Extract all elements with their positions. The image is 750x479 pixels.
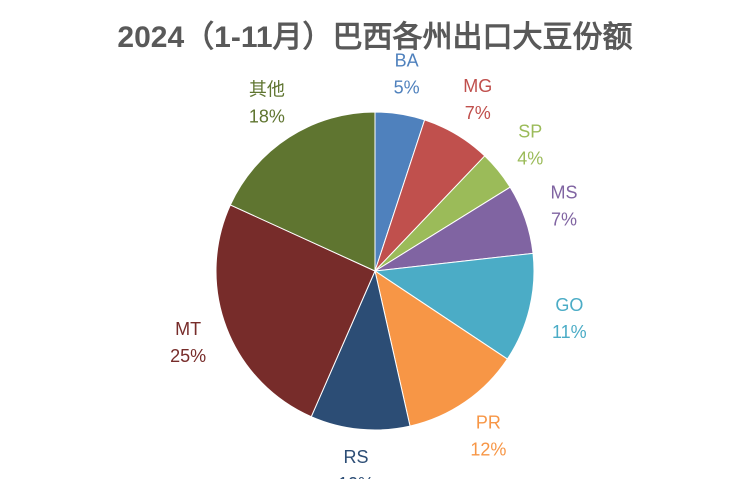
slice-value-label: 11% — [552, 322, 587, 342]
slice-category-label: SP — [518, 122, 542, 142]
pie-slice — [215, 204, 376, 418]
slice-category-label: 其他 — [249, 79, 285, 99]
slice-category-label: MG — [463, 76, 492, 96]
slice-value-label: 4% — [517, 149, 543, 169]
slice-value-label: 7% — [551, 209, 577, 229]
slice-value-label: 5% — [394, 77, 420, 97]
slice-category-label: BA — [395, 50, 419, 70]
chart-title: 2024（1-11月）巴西各州出口大豆份额 — [117, 20, 632, 54]
slice-category-label: PR — [476, 412, 501, 432]
pie-slice — [373, 252, 535, 360]
pie-slice — [310, 269, 411, 431]
slice-category-label: RS — [343, 447, 368, 467]
slice-value-label: 12% — [470, 439, 506, 459]
slice-category-label: MS — [551, 182, 578, 202]
slice-value-label: 25% — [170, 346, 206, 366]
slice-value-label: 7% — [465, 103, 491, 123]
slice-category-label: MT — [175, 319, 201, 339]
pie-slice — [374, 269, 509, 427]
slice-value-label: 10% — [338, 474, 374, 479]
slice-value-label: 18% — [249, 106, 285, 126]
pie-slice — [229, 111, 376, 272]
slice-category-label: GO — [555, 295, 583, 315]
